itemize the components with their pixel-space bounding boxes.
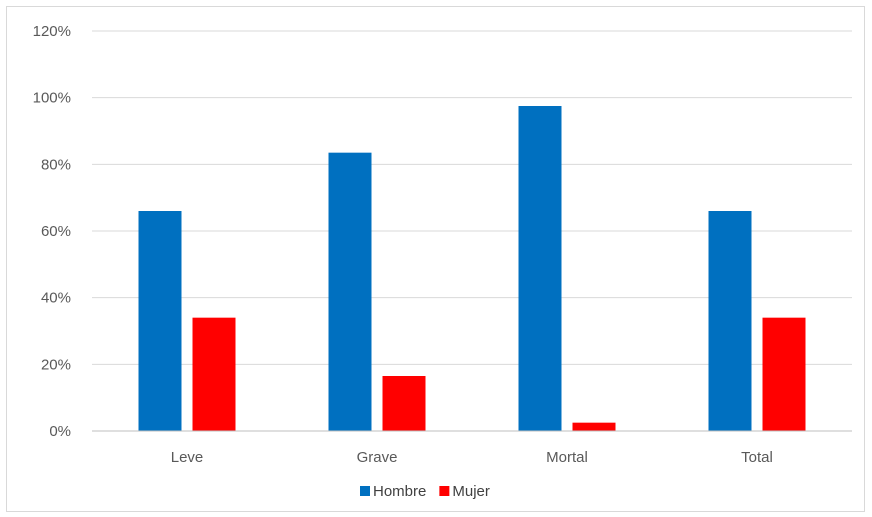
y-tick-label: 20% bbox=[41, 356, 71, 373]
bar-hombre-total bbox=[708, 211, 752, 431]
y-tick-label: 40% bbox=[41, 290, 71, 307]
bar-mujer-mortal bbox=[572, 422, 616, 431]
y-tick-label: 120% bbox=[33, 23, 71, 40]
bars bbox=[138, 106, 806, 431]
x-axis-tick-labels: Leve Grave Mortal Total bbox=[171, 449, 773, 466]
bar-hombre-mortal bbox=[518, 106, 562, 431]
y-axis-tick-labels: 0% 20% 40% 60% 80% 100% 120% bbox=[33, 23, 71, 440]
x-tick-label: Leve bbox=[171, 449, 204, 466]
bar-hombre-grave bbox=[328, 152, 372, 431]
x-tick-label: Grave bbox=[357, 449, 398, 466]
y-tick-label: 60% bbox=[41, 223, 71, 240]
bar-mujer-grave bbox=[382, 376, 426, 431]
x-tick-label: Mortal bbox=[546, 449, 588, 466]
legend-label-hombre: Hombre bbox=[373, 483, 426, 500]
x-tick-label: Total bbox=[741, 449, 773, 466]
bar-mujer-leve bbox=[192, 317, 236, 431]
legend: Hombre Mujer bbox=[360, 483, 490, 500]
legend-label-mujer: Mujer bbox=[452, 483, 490, 500]
y-tick-label: 0% bbox=[49, 423, 71, 440]
legend-swatch-mujer bbox=[439, 486, 450, 496]
bar-mujer-total bbox=[762, 317, 806, 431]
y-tick-label: 100% bbox=[33, 90, 71, 107]
bar-hombre-leve bbox=[138, 211, 182, 431]
legend-swatch-hombre bbox=[360, 486, 370, 496]
y-tick-label: 80% bbox=[41, 156, 71, 173]
